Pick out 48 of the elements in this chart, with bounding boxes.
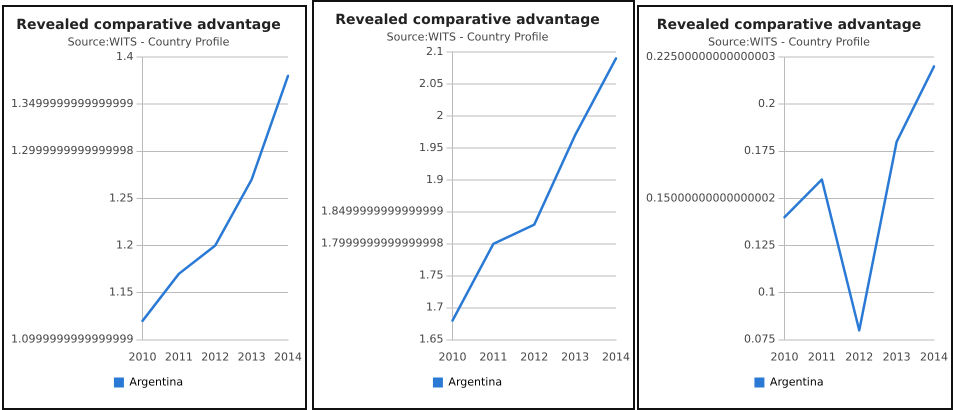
x-tick-label: 2010 bbox=[438, 350, 466, 364]
y-tick-label: 1.25 bbox=[108, 191, 134, 204]
y-tick-label: 1.2999999999999998 bbox=[10, 144, 134, 158]
y-tick-label: 1.2 bbox=[116, 238, 134, 252]
legend-label: Argentina bbox=[448, 375, 502, 388]
y-tick-label: 0.15000000000000002 bbox=[646, 191, 776, 204]
x-tick-label: 2011 bbox=[808, 350, 836, 364]
x-tick-label: 2013 bbox=[561, 350, 590, 364]
y-tick-label: 1.0999999999999999 bbox=[10, 332, 134, 346]
x-tick-label: 2011 bbox=[479, 350, 508, 364]
y-tick-label: 2.05 bbox=[418, 76, 444, 90]
y-tick-label: 2 bbox=[436, 108, 444, 122]
x-tick-label: 2012 bbox=[845, 350, 874, 364]
y-tick-label: 0.075 bbox=[744, 332, 776, 346]
y-tick-label: 0.175 bbox=[744, 144, 776, 158]
y-tick-label: 1.65 bbox=[418, 332, 444, 346]
x-tick-label: 2013 bbox=[882, 350, 911, 364]
legend-label: Argentina bbox=[129, 375, 184, 388]
legend-label: Argentina bbox=[770, 375, 824, 388]
y-tick-label: 1.3499999999999999 bbox=[10, 96, 134, 110]
x-tick-label: 2012 bbox=[201, 350, 230, 364]
y-tick-label: 1.9 bbox=[426, 172, 444, 186]
y-tick-label: 1.75 bbox=[418, 268, 444, 282]
x-tick-label: 2014 bbox=[920, 350, 948, 364]
x-tick-label: 2010 bbox=[128, 350, 156, 364]
y-tick-label: 0.22500000000000003 bbox=[646, 50, 776, 63]
y-tick-label: 2.1 bbox=[426, 44, 444, 58]
x-tick-label: 2012 bbox=[520, 350, 548, 364]
y-tick-label: 1.4 bbox=[116, 50, 134, 63]
x-tick-label: 2013 bbox=[238, 350, 266, 364]
x-tick-label: 2010 bbox=[770, 350, 798, 364]
y-tick-label: 1.15 bbox=[108, 286, 134, 299]
chart-subtitle: Source:WITS - Country Profile bbox=[386, 30, 549, 44]
y-tick-label: 1.7 bbox=[426, 300, 444, 314]
chart-subtitle: Source:WITS - Country Profile bbox=[68, 35, 230, 48]
x-tick-label: 2011 bbox=[164, 350, 193, 364]
chart-title: Revealed comparative advantage bbox=[335, 12, 600, 28]
chart-title: Revealed comparative advantage bbox=[656, 17, 922, 34]
y-tick-label: 1.8499999999999999 bbox=[320, 204, 444, 218]
y-tick-label: 1.7999999999999998 bbox=[320, 236, 444, 250]
y-tick-label: 0.125 bbox=[744, 238, 776, 252]
x-tick-label: 2014 bbox=[274, 350, 302, 364]
chart-title: Revealed comparative advantage bbox=[16, 17, 281, 34]
y-tick-label: 0.1 bbox=[758, 286, 776, 299]
y-tick-label: 1.95 bbox=[418, 140, 444, 154]
chart-subtitle: Source:WITS - Country Profile bbox=[708, 35, 870, 48]
x-tick-label: 2014 bbox=[602, 350, 630, 364]
y-tick-label: 0.2 bbox=[758, 96, 776, 110]
